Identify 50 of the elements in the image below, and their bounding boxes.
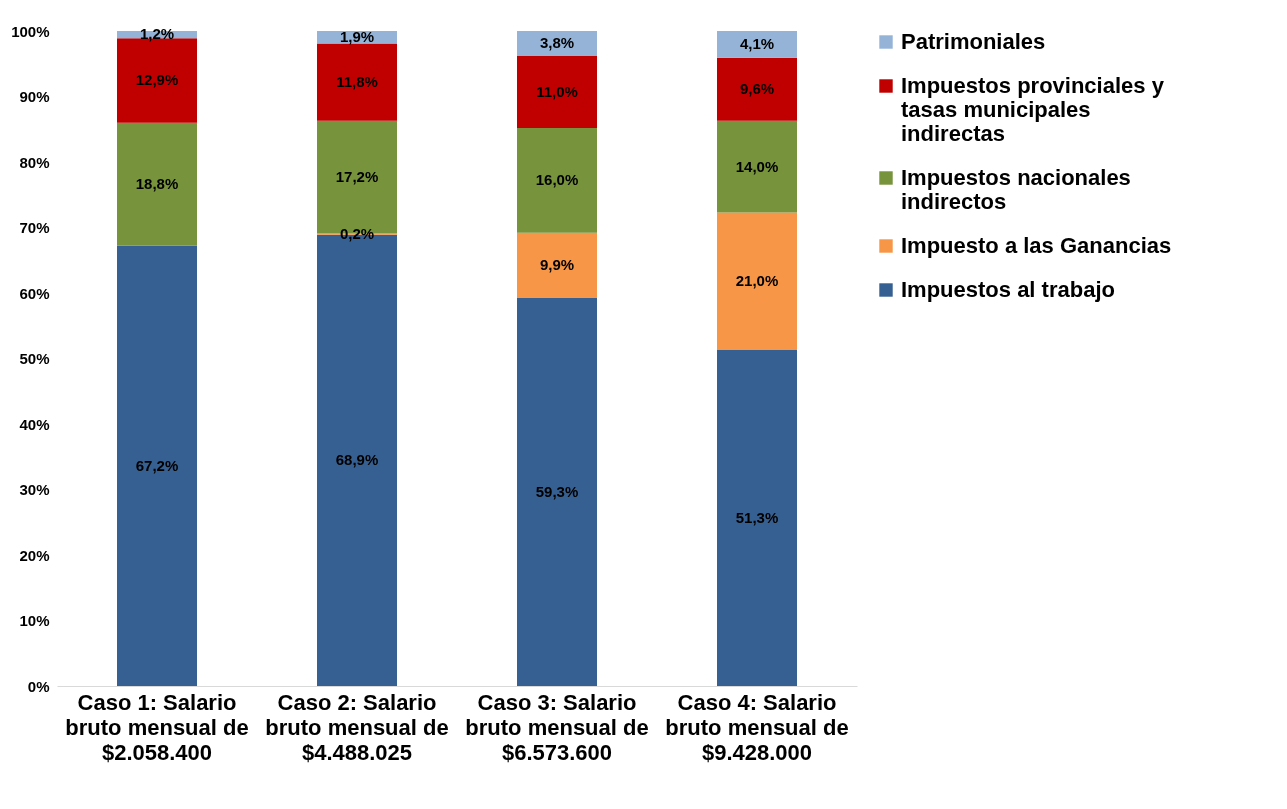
bar: [517, 127, 597, 233]
bar: [717, 57, 797, 121]
data-label: 59,3%: [535, 482, 579, 500]
y-tick-label: 80%: [19, 153, 50, 171]
data-label: 67,2%: [135, 456, 179, 474]
data-label: 3,8%: [539, 34, 575, 52]
bar: [717, 349, 797, 686]
bar: [717, 212, 797, 350]
data-label: 18,8%: [135, 175, 179, 193]
data-label: 16,0%: [535, 171, 579, 189]
bar: [517, 297, 597, 686]
bar: [717, 120, 797, 213]
bar: [517, 232, 597, 298]
bar: [517, 55, 597, 128]
data-label: 4,1%: [739, 35, 775, 53]
y-tick-label: 20%: [19, 546, 50, 564]
legend-label: Impuesto a las Ganancias: [901, 233, 1172, 258]
legend-label: Patrimoniales: [901, 29, 1046, 54]
data-label: 11,0%: [536, 82, 578, 100]
y-tick-label: 0%: [27, 677, 50, 695]
x-tick-label: Caso 1: Salario bruto mensual de $2.058.400: [65, 689, 249, 765]
x-tick-label: Caso 2: Salario bruto mensual de $4.488.025: [265, 689, 449, 765]
data-label: 17,2%: [335, 168, 379, 186]
bar: [717, 31, 797, 58]
bar: [117, 122, 197, 246]
data-label: 11,8%: [336, 73, 378, 91]
data-label: 1,2%: [139, 25, 175, 43]
y-tick-label: 90%: [19, 88, 50, 105]
data-label: 9,6%: [739, 80, 775, 98]
data-label: 14,0%: [735, 157, 779, 175]
data-label: 21,0%: [735, 272, 779, 290]
data-label: 1,9%: [339, 28, 375, 46]
y-tick-label: 100%: [11, 22, 50, 40]
legend-label: Impuestos provinciales y tasas municipales indirectas: [901, 73, 1165, 146]
bar: [117, 245, 197, 686]
bar: [317, 43, 397, 121]
x-tick-label: Caso 3: Salario bruto mensual de $6.573.600: [465, 689, 649, 765]
y-tick-label: 50%: [19, 350, 50, 367]
y-tick-label: 30%: [19, 481, 50, 498]
y-tick-label: 10%: [19, 612, 50, 629]
y-tick-label: 40%: [19, 415, 50, 433]
legend-label: Impuestos nacionales indirectos: [901, 165, 1131, 214]
y-tick-label: 70%: [19, 219, 50, 236]
data-label: 68,9%: [335, 451, 379, 469]
data-label: 12,9%: [135, 71, 179, 89]
x-tick-label: Caso 4: Salario bruto mensual de $9.428.000: [665, 689, 849, 765]
data-label: 51,3%: [735, 508, 779, 526]
data-label: 9,9%: [539, 256, 575, 274]
y-tick-label: 60%: [19, 284, 50, 302]
legend-label: Impuestos al trabajo: [901, 277, 1115, 302]
